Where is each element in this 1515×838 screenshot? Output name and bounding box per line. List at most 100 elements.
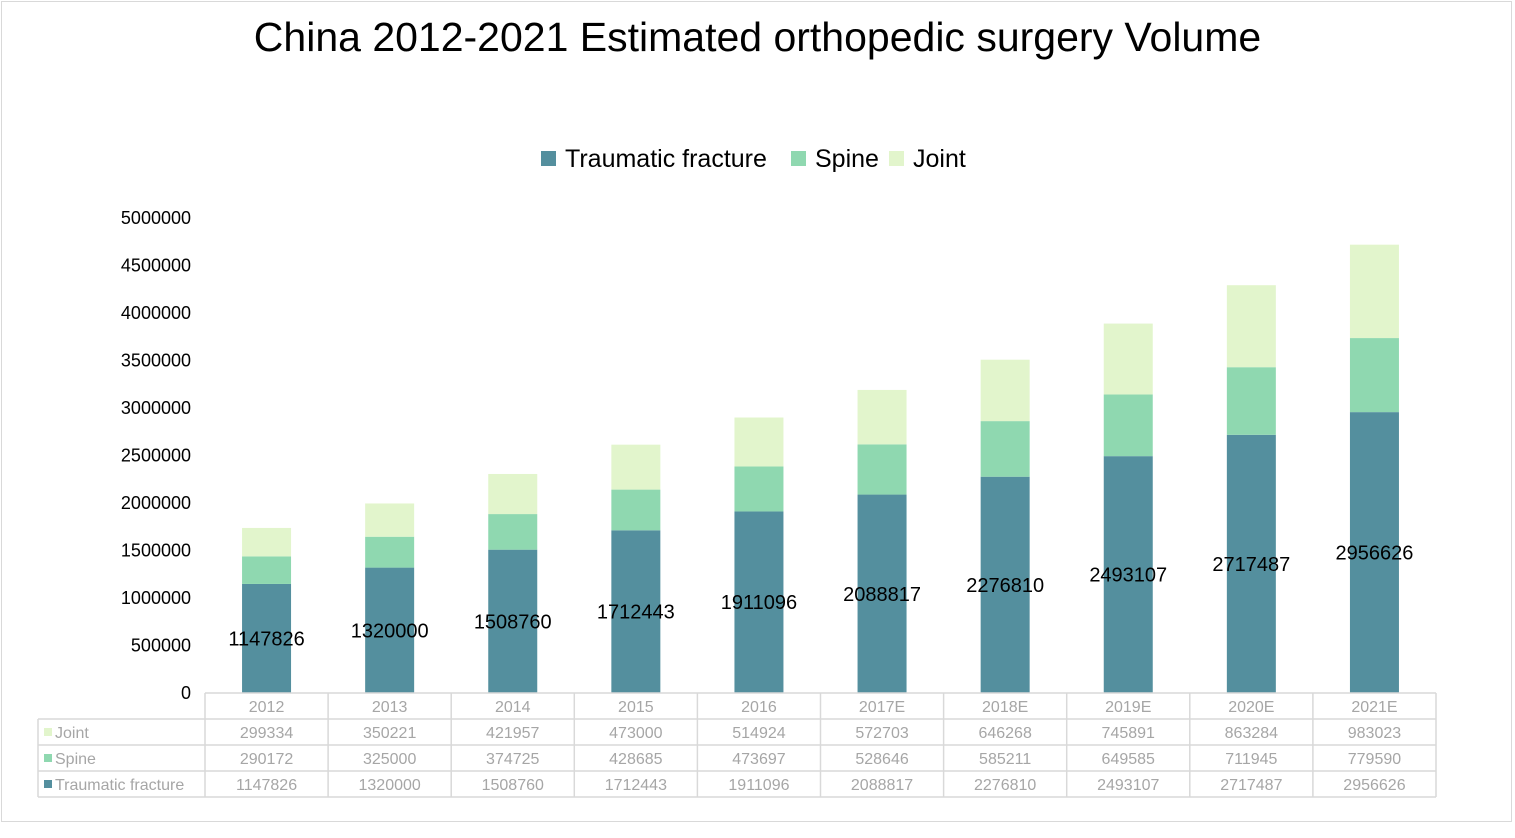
y-tick-label: 5000000 [121, 208, 191, 228]
table-cell: 572703 [855, 725, 908, 742]
table-cell: 428685 [609, 751, 662, 768]
bar-segment [1349, 338, 1399, 413]
y-tick-label: 2500000 [121, 446, 191, 466]
table-legend-key [44, 754, 52, 762]
bar-segment [734, 511, 784, 693]
table-cell: 2717487 [1220, 777, 1282, 794]
y-tick-label: 2000000 [121, 493, 191, 513]
bar-segment [611, 444, 661, 490]
y-tick-label: 0 [181, 683, 191, 703]
table-legend-key [44, 728, 52, 736]
x-category-label: 2014 [495, 699, 531, 716]
bar-segment [365, 536, 415, 568]
bar-segment [611, 489, 661, 531]
table-row-label: Spine [55, 751, 96, 768]
bar-segment [488, 549, 538, 693]
table-cell: 325000 [363, 751, 416, 768]
table-cell: 1911096 [728, 777, 789, 794]
x-category-label: 2016 [741, 699, 777, 716]
data-label: 1147826 [228, 628, 304, 650]
legend-swatch [541, 151, 556, 166]
bar-segment [1226, 285, 1276, 368]
x-category-label: 2019E [1105, 699, 1151, 716]
table-cell: 528646 [855, 751, 908, 768]
x-category-label: 2013 [372, 699, 408, 716]
y-tick-label: 4500000 [121, 256, 191, 276]
table-cell: 2493107 [1097, 777, 1159, 794]
bar-segment [1226, 367, 1276, 435]
table-cell: 2276810 [974, 777, 1036, 794]
bar-segment [488, 514, 538, 550]
table-cell: 1508760 [482, 777, 544, 794]
bar-segment [242, 583, 292, 693]
x-category-label: 2021E [1351, 699, 1397, 716]
x-category-label: 2017E [859, 699, 905, 716]
table-cell: 646268 [978, 725, 1031, 742]
data-label: 2276810 [966, 575, 1044, 597]
bar-segment [857, 444, 907, 495]
data-label: 1911096 [721, 592, 797, 614]
table-legend-key [44, 780, 52, 788]
data-label: 1712443 [597, 602, 675, 624]
data-label: 2088817 [843, 584, 921, 606]
table-cell: 473000 [609, 725, 662, 742]
table-cell: 421957 [486, 725, 539, 742]
legend-swatch [791, 151, 806, 166]
table-cell: 374725 [486, 751, 539, 768]
table-cell: 863284 [1225, 725, 1278, 742]
bar-segment [611, 530, 661, 693]
table-cell: 1147826 [236, 777, 297, 794]
bar-segment [980, 476, 1030, 693]
bar-segment [1349, 244, 1399, 339]
legend-label: Traumatic fracture [565, 145, 767, 173]
table-cell: 473697 [732, 751, 785, 768]
table-cell: 983023 [1348, 725, 1401, 742]
table-cell: 1320000 [359, 777, 421, 794]
table-cell: 649585 [1102, 751, 1155, 768]
bar-segment [1103, 323, 1153, 395]
legend-swatch [889, 151, 904, 166]
table-row-label: Joint [55, 725, 89, 742]
legend-label: Spine [815, 145, 879, 173]
bar-segment [1103, 394, 1153, 457]
table-cell: 2088817 [851, 777, 913, 794]
table-cell: 711945 [1225, 751, 1277, 768]
bar-segment [365, 503, 415, 537]
legend: Traumatic fracture Spine Joint [541, 145, 966, 173]
data-label: 2717487 [1212, 554, 1290, 576]
y-tick-label: 1000000 [121, 588, 191, 608]
bar-segment [1103, 456, 1153, 693]
x-category-label: 2018E [982, 699, 1028, 716]
y-tick-label: 3500000 [121, 351, 191, 371]
bar-segment [1226, 434, 1276, 693]
table-cell: 290172 [240, 751, 293, 768]
data-label: 2956626 [1336, 543, 1414, 565]
data-label: 2493107 [1089, 565, 1167, 587]
x-category-label: 2020E [1228, 699, 1274, 716]
bar-segment [242, 527, 292, 557]
y-tick-label: 4000000 [121, 303, 191, 323]
bar-segment [488, 473, 538, 515]
bar-segment [980, 359, 1030, 422]
chart-title: China 2012-2021 Estimated orthopedic sur… [253, 14, 1262, 60]
bar-segment [734, 466, 784, 512]
table-cell: 299334 [240, 725, 293, 742]
data-label: 1320000 [351, 620, 429, 642]
table-row-label: Traumatic fracture [55, 777, 184, 794]
data-table: 2012 2013 2014 2015 2016 2017E 2018E 2019E 2020E… [37, 692, 1437, 798]
table-cell: 514924 [732, 725, 785, 742]
x-category-label: 2012 [249, 699, 285, 716]
table-cell: 2956626 [1343, 777, 1405, 794]
table-cell: 779590 [1348, 751, 1401, 768]
data-label: 1508760 [474, 611, 552, 633]
table-cell: 745891 [1102, 725, 1155, 742]
bar-segment [857, 494, 907, 693]
bar-segment [1349, 412, 1399, 693]
table-cell: 350221 [363, 725, 416, 742]
legend-label: Joint [913, 145, 966, 173]
bar-segment [857, 389, 907, 445]
bar-segment [980, 421, 1030, 477]
chart-frame [1, 1, 1512, 822]
x-category-label: 2015 [618, 699, 654, 716]
